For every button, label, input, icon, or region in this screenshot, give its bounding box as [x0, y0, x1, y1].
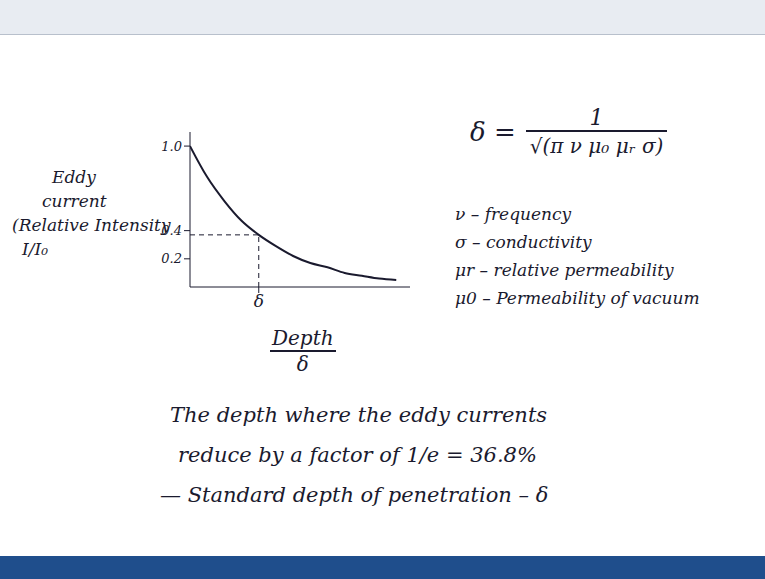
svg-text:0.2: 0.2 — [161, 251, 182, 266]
svg-text:1.0: 1.0 — [161, 139, 182, 154]
svg-text:0.4: 0.4 — [161, 223, 182, 238]
svg-text:δ: δ — [254, 291, 264, 311]
